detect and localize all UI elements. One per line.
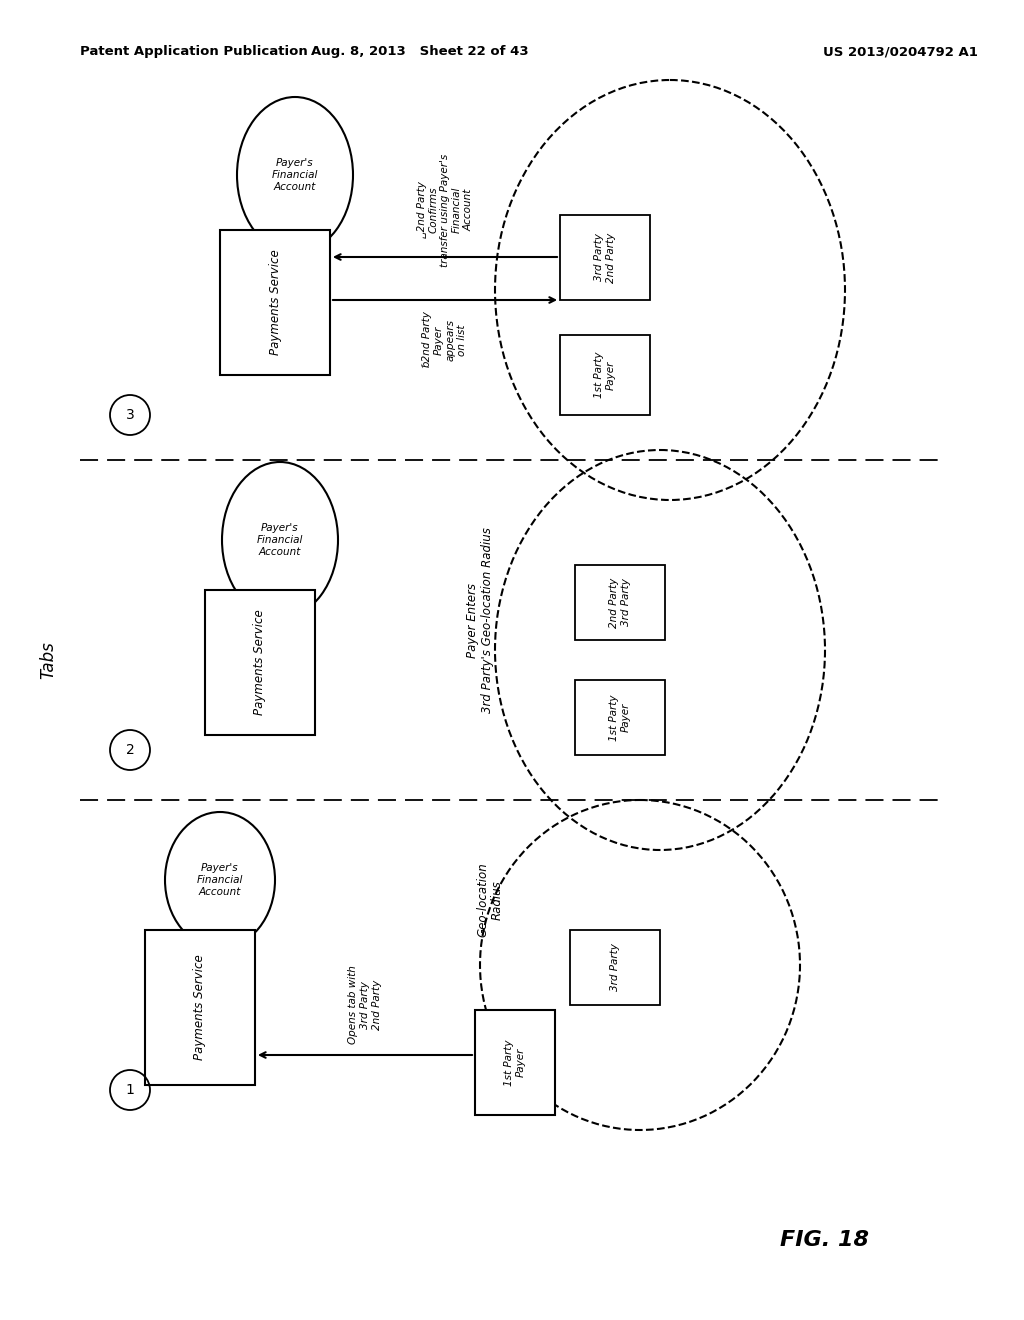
Text: US 2013/0204792 A1: US 2013/0204792 A1 bbox=[822, 45, 978, 58]
Bar bbox=[145, 931, 255, 1085]
Ellipse shape bbox=[222, 462, 338, 618]
Text: 2nd Party
3rd Party: 2nd Party 3rd Party bbox=[609, 577, 631, 627]
Text: ␢2nd Party
Payer
appears
on list: ␢2nd Party Payer appears on list bbox=[423, 312, 467, 368]
Text: Patent Application Publication: Patent Application Publication bbox=[80, 45, 308, 58]
Text: 1st Party
Payer: 1st Party Payer bbox=[594, 351, 615, 399]
Bar bbox=[570, 931, 660, 1005]
Bar bbox=[475, 1010, 555, 1115]
Text: 1: 1 bbox=[126, 1082, 134, 1097]
Bar bbox=[575, 565, 665, 640]
Text: ␣2nd Party
Confirms
transfer using Payer's
Financial
Account: ␣2nd Party Confirms transfer using Payer… bbox=[417, 153, 473, 267]
Ellipse shape bbox=[165, 812, 275, 948]
Text: Payer's
Financial
Account: Payer's Financial Account bbox=[197, 863, 243, 896]
Text: Tabs: Tabs bbox=[39, 642, 57, 678]
Ellipse shape bbox=[237, 96, 353, 253]
Text: FIG. 18: FIG. 18 bbox=[780, 1230, 869, 1250]
Text: Payments Service: Payments Service bbox=[268, 249, 282, 355]
Text: 1st Party
Payer: 1st Party Payer bbox=[504, 1039, 525, 1086]
Text: Payments Service: Payments Service bbox=[194, 954, 207, 1060]
Text: 3rd Party: 3rd Party bbox=[610, 944, 620, 991]
Text: Payer's
Financial
Account: Payer's Financial Account bbox=[257, 524, 303, 557]
Text: Payer Enters
3rd Party's Geo-location Radius: Payer Enters 3rd Party's Geo-location Ra… bbox=[466, 527, 494, 713]
Text: Aug. 8, 2013   Sheet 22 of 43: Aug. 8, 2013 Sheet 22 of 43 bbox=[311, 45, 528, 58]
Text: 1st Party
Payer: 1st Party Payer bbox=[609, 694, 631, 741]
Text: 3rd Party
2nd Party: 3rd Party 2nd Party bbox=[594, 232, 615, 282]
Text: 3: 3 bbox=[126, 408, 134, 422]
Text: 2: 2 bbox=[126, 743, 134, 756]
Text: Geo-location
Radius: Geo-location Radius bbox=[476, 863, 504, 937]
Text: Payer's
Financial
Account: Payer's Financial Account bbox=[271, 158, 318, 191]
Bar bbox=[575, 680, 665, 755]
Bar bbox=[560, 215, 650, 300]
Text: Payments Service: Payments Service bbox=[254, 610, 266, 715]
Text: Opens tab with
3rd Party
2nd Party: Opens tab with 3rd Party 2nd Party bbox=[348, 965, 382, 1044]
Bar bbox=[560, 335, 650, 414]
Bar bbox=[205, 590, 315, 735]
Bar bbox=[220, 230, 330, 375]
